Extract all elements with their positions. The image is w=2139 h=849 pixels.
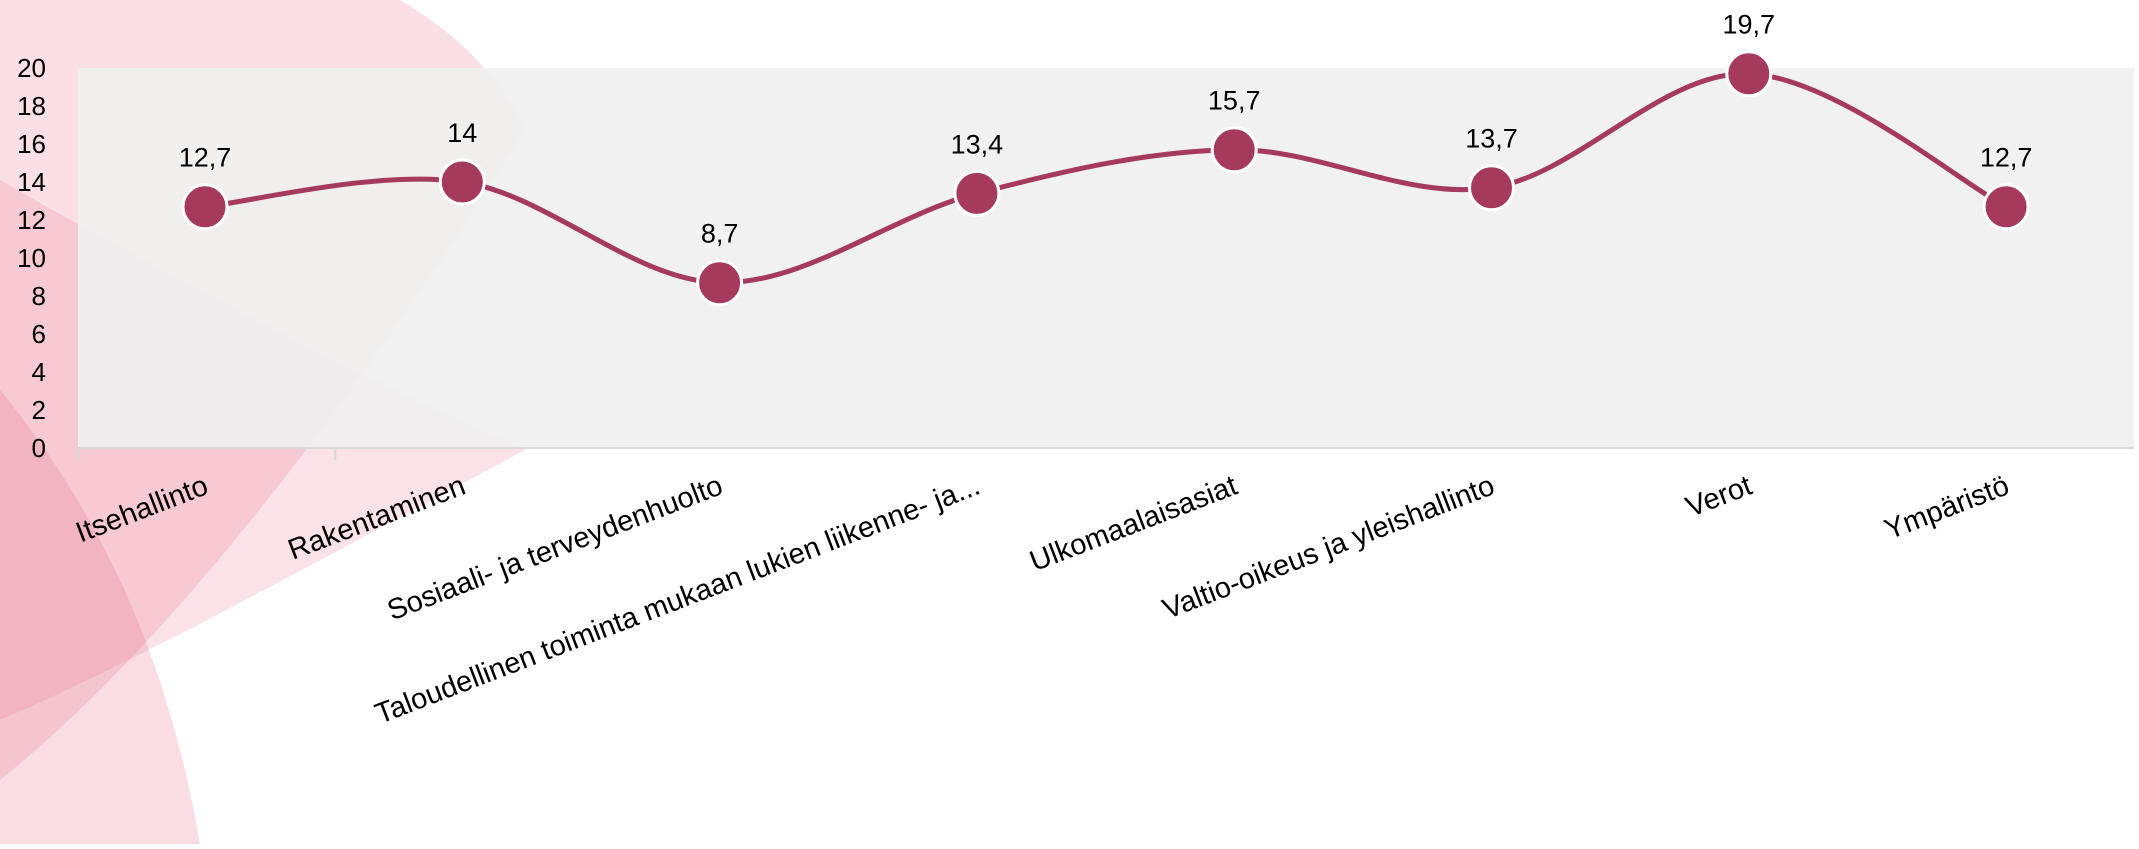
data-label: 12,7 xyxy=(179,143,232,173)
y-tick-label: 20 xyxy=(17,53,46,83)
plot-area xyxy=(78,68,2134,448)
y-tick-label: 16 xyxy=(17,129,46,159)
x-category-label: Ympäristö xyxy=(1880,470,2013,547)
data-label: 13,7 xyxy=(1465,124,1518,154)
x-category-label: Ulkomaalaisasiat xyxy=(1026,470,1242,578)
data-point-marker xyxy=(1982,183,2030,231)
data-point-marker xyxy=(1725,50,1773,98)
data-point-marker xyxy=(1210,126,1258,174)
y-tick-label: 8 xyxy=(32,281,46,311)
y-tick-label: 18 xyxy=(17,91,46,121)
x-category-label: Verot xyxy=(1682,470,1757,524)
data-point-marker xyxy=(696,259,744,307)
data-label: 13,4 xyxy=(951,129,1004,159)
y-tick-label: 14 xyxy=(17,167,46,197)
y-tick-label: 6 xyxy=(32,319,46,349)
y-tick-label: 4 xyxy=(32,357,46,387)
data-point-marker xyxy=(1468,164,1515,212)
data-labels: 12,7 14 8,7 13,4 15,7 13,7 19,7 12,7 xyxy=(179,10,2033,249)
y-tick-label: 0 xyxy=(32,433,46,463)
y-tick-label: 10 xyxy=(17,243,46,273)
y-tick-label: 12 xyxy=(17,205,46,235)
data-points xyxy=(181,50,2030,307)
data-label: 14 xyxy=(447,118,477,148)
data-point-marker xyxy=(438,158,486,206)
data-point-marker xyxy=(953,169,1001,217)
y-tick-label: 2 xyxy=(32,395,46,425)
data-point-marker xyxy=(181,183,229,231)
series-line xyxy=(202,71,2009,286)
data-label: 19,7 xyxy=(1723,10,1776,40)
y-axis: 0 2 4 6 8 10 12 14 16 18 20 xyxy=(17,53,46,463)
data-label: 15,7 xyxy=(1208,86,1261,116)
data-label: 12,7 xyxy=(1980,143,2033,173)
data-label: 8,7 xyxy=(701,219,739,249)
